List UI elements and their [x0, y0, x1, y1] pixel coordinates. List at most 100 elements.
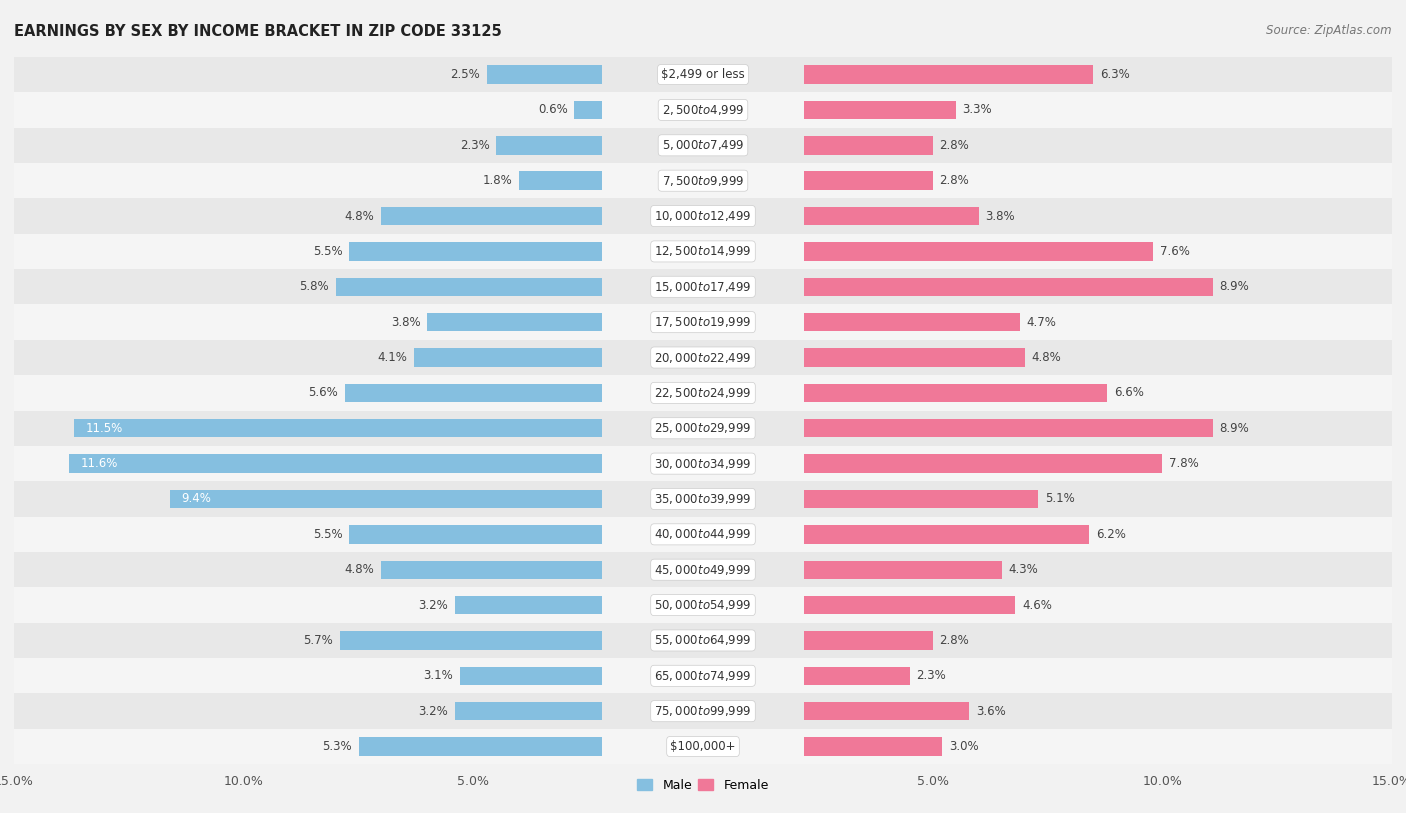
Text: $50,000 to $54,999: $50,000 to $54,999: [654, 598, 752, 612]
Bar: [14, 446, 1392, 481]
Bar: [804, 65, 1094, 84]
Text: 9.4%: 9.4%: [181, 493, 211, 506]
Legend: Male, Female: Male, Female: [633, 774, 773, 797]
Text: $55,000 to $64,999: $55,000 to $64,999: [654, 633, 752, 647]
Bar: [14, 623, 1392, 658]
Bar: [14, 128, 1392, 163]
Bar: [804, 242, 1153, 261]
Text: 6.2%: 6.2%: [1095, 528, 1126, 541]
Text: $100,000+: $100,000+: [671, 740, 735, 753]
Text: $17,500 to $19,999: $17,500 to $19,999: [654, 315, 752, 329]
Text: 4.8%: 4.8%: [1032, 351, 1062, 364]
Bar: [14, 587, 1392, 623]
Bar: [14, 269, 1392, 304]
Bar: [14, 304, 1392, 340]
Text: $40,000 to $44,999: $40,000 to $44,999: [654, 528, 752, 541]
Bar: [804, 454, 1163, 473]
Text: $25,000 to $29,999: $25,000 to $29,999: [654, 421, 752, 435]
Text: 11.6%: 11.6%: [80, 457, 118, 470]
Bar: [804, 313, 1019, 332]
Text: 5.8%: 5.8%: [299, 280, 329, 293]
Text: 3.2%: 3.2%: [419, 598, 449, 611]
Bar: [14, 693, 1392, 729]
Text: 5.7%: 5.7%: [304, 634, 333, 647]
Bar: [170, 489, 602, 508]
Text: 2.8%: 2.8%: [939, 139, 969, 152]
Text: 2.3%: 2.3%: [460, 139, 489, 152]
Text: $2,500 to $4,999: $2,500 to $4,999: [662, 103, 744, 117]
Text: $2,499 or less: $2,499 or less: [661, 68, 745, 81]
Bar: [804, 101, 956, 120]
Text: 2.8%: 2.8%: [939, 174, 969, 187]
Text: EARNINGS BY SEX BY INCOME BRACKET IN ZIP CODE 33125: EARNINGS BY SEX BY INCOME BRACKET IN ZIP…: [14, 24, 502, 39]
Bar: [336, 277, 602, 296]
Text: $65,000 to $74,999: $65,000 to $74,999: [654, 669, 752, 683]
Text: $22,500 to $24,999: $22,500 to $24,999: [654, 386, 752, 400]
Text: 11.5%: 11.5%: [86, 422, 122, 435]
Text: 5.1%: 5.1%: [1045, 493, 1076, 506]
Bar: [804, 277, 1213, 296]
Bar: [340, 631, 602, 650]
Bar: [804, 737, 942, 756]
Bar: [575, 101, 602, 120]
Text: $30,000 to $34,999: $30,000 to $34,999: [654, 457, 752, 471]
Text: 4.3%: 4.3%: [1008, 563, 1038, 576]
Bar: [804, 136, 932, 154]
Bar: [486, 65, 602, 84]
Text: $35,000 to $39,999: $35,000 to $39,999: [654, 492, 752, 506]
Bar: [804, 419, 1213, 437]
Text: 1.8%: 1.8%: [482, 174, 512, 187]
Text: $5,000 to $7,499: $5,000 to $7,499: [662, 138, 744, 152]
Text: 2.8%: 2.8%: [939, 634, 969, 647]
Text: 3.1%: 3.1%: [423, 669, 453, 682]
Text: $20,000 to $22,499: $20,000 to $22,499: [654, 350, 752, 364]
Bar: [14, 375, 1392, 411]
Bar: [73, 419, 602, 437]
Text: 3.3%: 3.3%: [963, 103, 993, 116]
Text: 5.5%: 5.5%: [312, 528, 343, 541]
Bar: [804, 596, 1015, 615]
Text: 7.8%: 7.8%: [1170, 457, 1199, 470]
Text: $12,500 to $14,999: $12,500 to $14,999: [654, 245, 752, 259]
Bar: [344, 384, 602, 402]
Text: 3.8%: 3.8%: [986, 210, 1015, 223]
Bar: [804, 525, 1088, 544]
Text: 4.7%: 4.7%: [1026, 315, 1057, 328]
Bar: [14, 481, 1392, 517]
Bar: [14, 729, 1392, 764]
Bar: [456, 702, 602, 720]
Text: $75,000 to $99,999: $75,000 to $99,999: [654, 704, 752, 718]
Bar: [456, 596, 602, 615]
Text: 0.6%: 0.6%: [537, 103, 568, 116]
Text: $15,000 to $17,499: $15,000 to $17,499: [654, 280, 752, 293]
Bar: [14, 163, 1392, 198]
Bar: [804, 702, 969, 720]
Bar: [804, 560, 1001, 579]
Bar: [381, 207, 602, 225]
Bar: [381, 560, 602, 579]
Bar: [804, 489, 1038, 508]
Bar: [14, 659, 1392, 693]
Bar: [14, 198, 1392, 233]
Bar: [804, 207, 979, 225]
Bar: [804, 172, 932, 190]
Text: 6.6%: 6.6%: [1114, 386, 1144, 399]
Bar: [496, 136, 602, 154]
Text: 8.9%: 8.9%: [1220, 422, 1250, 435]
Bar: [14, 92, 1392, 128]
Text: $7,500 to $9,999: $7,500 to $9,999: [662, 174, 744, 188]
Bar: [349, 525, 602, 544]
Text: 4.1%: 4.1%: [377, 351, 406, 364]
Text: 4.8%: 4.8%: [344, 563, 374, 576]
Bar: [413, 348, 602, 367]
Bar: [14, 552, 1392, 587]
Bar: [14, 517, 1392, 552]
Bar: [460, 667, 602, 685]
Bar: [14, 411, 1392, 446]
Text: 7.6%: 7.6%: [1160, 245, 1189, 258]
Text: Source: ZipAtlas.com: Source: ZipAtlas.com: [1267, 24, 1392, 37]
Bar: [804, 667, 910, 685]
Text: 6.3%: 6.3%: [1101, 68, 1130, 81]
Bar: [349, 242, 602, 261]
Text: 3.6%: 3.6%: [976, 705, 1007, 718]
